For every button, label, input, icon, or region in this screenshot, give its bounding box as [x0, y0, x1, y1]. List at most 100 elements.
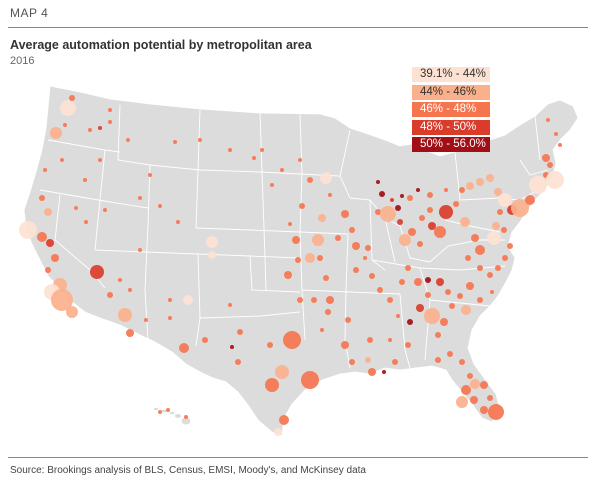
metro-dot	[498, 193, 512, 207]
metro-dot	[299, 203, 305, 209]
metro-dot	[138, 248, 142, 252]
metro-dot	[235, 359, 241, 365]
metro-dot	[449, 303, 455, 309]
metro-dot	[425, 277, 431, 283]
legend-item: 50% - 56.0%	[412, 136, 490, 154]
metro-dot	[470, 396, 478, 404]
metro-dot	[459, 359, 465, 365]
legend-label: 50% - 56.0%	[420, 138, 486, 151]
metro-dot	[39, 195, 45, 201]
metro-dot	[284, 271, 292, 279]
metro-dot	[397, 219, 403, 225]
metro-dot	[158, 410, 162, 414]
metro-dot	[88, 128, 92, 132]
legend-item: 44% - 46%	[412, 84, 490, 102]
metro-dot	[444, 188, 448, 192]
metro-dot	[270, 183, 274, 187]
metro-dot	[312, 234, 324, 246]
metro-dot	[477, 265, 483, 271]
metro-dot	[405, 342, 411, 348]
metro-dot	[445, 289, 451, 295]
metro-dot	[349, 227, 355, 233]
metro-dot	[298, 158, 302, 162]
metro-dot	[43, 168, 47, 172]
metro-dot	[341, 341, 349, 349]
metro-dot	[392, 359, 398, 365]
metro-dot	[275, 365, 289, 379]
metro-dot	[365, 245, 371, 251]
metro-dot	[492, 222, 500, 230]
metro-dot	[297, 297, 303, 303]
metro-dot	[108, 120, 112, 124]
metro-dot	[419, 215, 425, 221]
metro-dot	[475, 245, 485, 255]
metro-dot	[467, 373, 473, 379]
legend-swatch-4: 48% - 50%	[412, 119, 490, 135]
metro-dot	[173, 140, 177, 144]
metro-dot	[367, 337, 373, 343]
metro-dot	[326, 296, 334, 304]
metro-dot	[368, 368, 376, 376]
metro-dot	[439, 205, 453, 219]
bottom-divider	[8, 457, 588, 458]
metro-dot	[126, 138, 130, 142]
metro-dot	[83, 178, 87, 182]
metro-dot	[252, 156, 256, 160]
metro-dot	[488, 404, 504, 420]
metro-dot	[375, 209, 381, 215]
metro-dot	[158, 204, 162, 208]
metro-dot	[325, 309, 331, 315]
metro-dot	[434, 226, 446, 238]
metro-dot	[507, 243, 513, 249]
metro-dot	[427, 207, 433, 213]
metro-dot	[98, 158, 102, 162]
metro-dot	[341, 210, 349, 218]
metro-dot	[138, 196, 142, 200]
metro-dot	[345, 317, 351, 323]
metro-dot	[307, 177, 313, 183]
metro-dot	[407, 195, 413, 201]
metro-dot	[494, 188, 502, 196]
metro-dot	[126, 329, 134, 337]
map-number: MAP 4	[10, 6, 49, 20]
metro-dot	[501, 227, 507, 233]
metro-dot	[435, 332, 441, 338]
legend-swatch-2: 44% - 46%	[412, 84, 490, 100]
metro-dot	[230, 345, 234, 349]
metro-dot	[50, 127, 62, 139]
metro-dot	[365, 357, 371, 363]
metro-dot	[380, 206, 396, 222]
metro-dot	[349, 359, 355, 365]
metro-dot	[470, 379, 480, 389]
source-note: Source: Brookings analysis of BLS, Censu…	[10, 465, 366, 476]
metro-dot	[206, 236, 218, 248]
metro-dot	[283, 331, 301, 349]
metro-dot	[60, 100, 76, 116]
metro-dot	[558, 143, 562, 147]
metro-dot	[436, 278, 444, 286]
legend-item: 48% - 50%	[412, 119, 490, 137]
metro-dot	[461, 305, 471, 315]
metro-dot	[228, 303, 232, 307]
metro-dot	[44, 208, 52, 216]
metro-dot	[480, 381, 488, 389]
metro-dot	[352, 242, 360, 250]
metro-dot	[176, 220, 180, 224]
metro-dot	[400, 194, 404, 198]
metro-dot	[396, 314, 400, 318]
metro-dot	[46, 239, 54, 247]
metro-dot	[74, 206, 78, 210]
legend-swatch-1: 39.1% - 44%	[412, 67, 490, 83]
metro-dot	[198, 138, 202, 142]
metro-dot	[459, 187, 465, 193]
metro-dot	[487, 272, 493, 278]
metro-dot	[301, 371, 319, 389]
metro-dot	[461, 385, 471, 395]
metro-dot	[408, 228, 416, 236]
metro-dot	[166, 408, 170, 412]
metro-dot	[416, 188, 420, 192]
metro-dot	[487, 231, 501, 245]
top-divider	[8, 27, 588, 28]
metro-dot	[546, 171, 564, 189]
metro-dot	[66, 306, 78, 318]
